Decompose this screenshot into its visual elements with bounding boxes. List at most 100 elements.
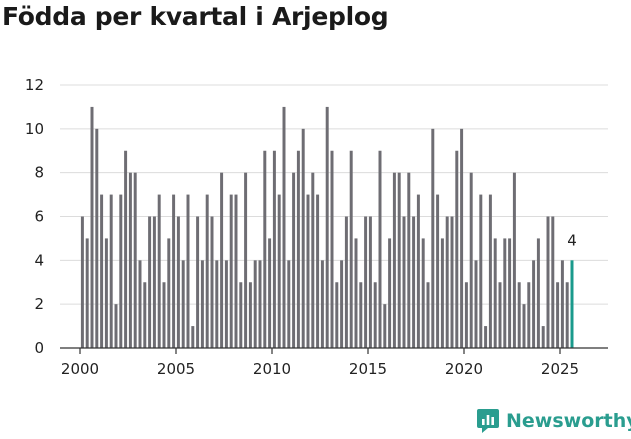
bar-1 <box>85 238 89 348</box>
y-axis-ticks: 0 2 4 6 8 10 12 <box>25 76 44 357</box>
bar-3 <box>95 128 99 348</box>
bar-58 <box>359 282 363 348</box>
bar-96 <box>541 326 545 348</box>
bar-90 <box>512 172 516 348</box>
bar-28 <box>215 260 219 348</box>
y-tick-label-4: 4 <box>34 251 44 269</box>
bar-59 <box>364 216 368 348</box>
bar-87 <box>498 282 502 348</box>
bar-12 <box>138 260 142 348</box>
x-tick-label-2005: 2005 <box>157 360 195 378</box>
bar-18 <box>167 238 171 348</box>
bar-102 <box>570 260 574 348</box>
bar-91 <box>517 282 521 348</box>
bar-39 <box>268 238 272 348</box>
bar-44 <box>292 172 296 348</box>
y-tick-label-8: 8 <box>34 164 44 182</box>
bar-69 <box>412 216 416 348</box>
bar-7 <box>114 304 118 348</box>
bar-16 <box>157 194 161 348</box>
data-label-last: 4 <box>567 231 577 249</box>
bar-48 <box>311 172 315 348</box>
bar-32 <box>234 194 238 348</box>
x-tick-label-2000: 2000 <box>61 360 99 378</box>
bar-89 <box>508 238 512 348</box>
bars <box>80 106 574 349</box>
bar-63 <box>383 304 387 348</box>
bar-99 <box>556 282 560 348</box>
x-tick-label-2025: 2025 <box>541 360 579 378</box>
bar-70 <box>416 194 420 348</box>
bar-100 <box>560 260 564 348</box>
bar-92 <box>522 304 526 348</box>
bar-54 <box>340 260 344 348</box>
bar-85 <box>488 194 492 348</box>
bar-37 <box>258 260 262 348</box>
bar-60 <box>368 216 372 348</box>
bar-42 <box>282 106 286 349</box>
bar-51 <box>325 106 329 349</box>
bar-29 <box>220 172 224 348</box>
bar-30 <box>224 260 228 348</box>
bar-chart: 0 2 4 6 8 10 12 2000 2005 2010 2015 2020 2025 4 <box>25 76 608 378</box>
bar-46 <box>301 128 305 348</box>
chart-title: Födda per kvartal i Arjeplog <box>2 2 389 31</box>
x-tick-label-2020: 2020 <box>445 360 483 378</box>
bar-67 <box>402 216 406 348</box>
bar-79 <box>460 128 464 348</box>
bar-13 <box>143 282 147 348</box>
bar-34 <box>244 172 248 348</box>
bar-6 <box>109 194 113 348</box>
bar-52 <box>330 150 334 348</box>
bar-55 <box>344 216 348 348</box>
bar-14 <box>148 216 152 348</box>
bar-78 <box>455 150 459 348</box>
bar-95 <box>536 238 540 348</box>
bar-77 <box>450 216 454 348</box>
bar-82 <box>474 260 478 348</box>
bar-61 <box>373 282 377 348</box>
bar-31 <box>229 194 233 348</box>
bar-72 <box>426 282 430 348</box>
bar-15 <box>152 216 156 348</box>
bar-47 <box>306 194 310 348</box>
y-tick-label-0: 0 <box>34 339 44 357</box>
bar-36 <box>253 260 257 348</box>
bar-81 <box>469 172 473 348</box>
bar-20 <box>176 216 180 348</box>
chat-bubble-chart-icon <box>477 409 499 433</box>
bar-23 <box>191 326 195 348</box>
bar-26 <box>205 194 209 348</box>
bar-5 <box>104 238 108 348</box>
gridlines <box>60 84 608 305</box>
bar-56 <box>349 150 353 348</box>
bar-27 <box>210 216 214 348</box>
bar-49 <box>316 194 320 348</box>
bar-66 <box>397 172 401 348</box>
y-tick-label-10: 10 <box>25 120 44 138</box>
bar-88 <box>503 238 507 348</box>
bar-86 <box>493 238 497 348</box>
bar-17 <box>162 282 166 348</box>
newsworthy-logo[interactable]: Newsworthy <box>476 408 631 434</box>
x-tick-label-2010: 2010 <box>253 360 291 378</box>
y-tick-label-6: 6 <box>34 208 44 226</box>
bar-11 <box>133 172 137 348</box>
bar-76 <box>445 216 449 348</box>
bar-62 <box>378 150 382 348</box>
brand-name: Newsworthy <box>506 410 631 432</box>
bar-98 <box>551 216 555 348</box>
bar-10 <box>128 172 132 348</box>
bar-84 <box>484 326 488 348</box>
bar-83 <box>479 194 483 348</box>
bar-22 <box>186 194 190 348</box>
bar-43 <box>287 260 291 348</box>
bar-38 <box>263 150 267 348</box>
y-tick-label-12: 12 <box>25 76 44 94</box>
bar-53 <box>335 282 339 348</box>
bar-40 <box>272 150 276 348</box>
bar-75 <box>440 238 444 348</box>
bar-4 <box>100 194 104 348</box>
bar-71 <box>421 238 425 348</box>
bar-97 <box>546 216 550 348</box>
